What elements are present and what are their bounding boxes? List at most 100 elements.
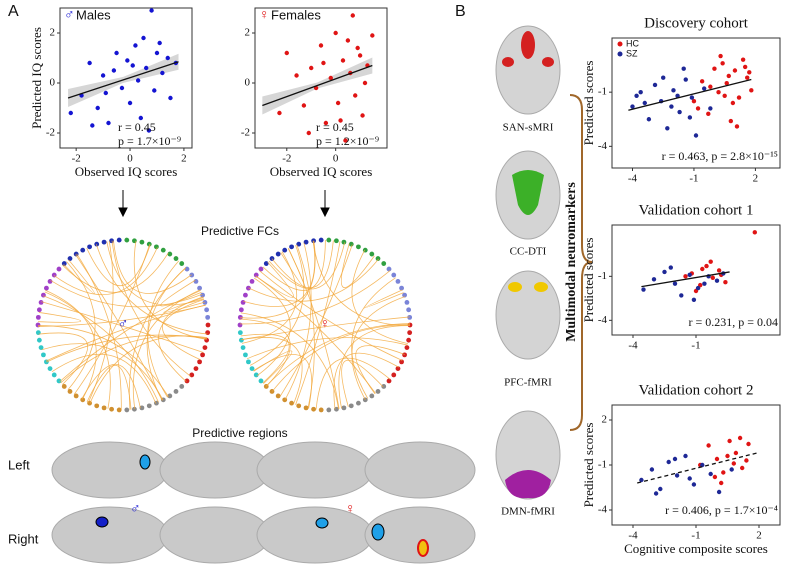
chord [355,345,405,395]
point [306,130,311,136]
bracket-label: Multimodal neuromarkers [564,182,579,342]
chord [271,324,411,392]
chord [351,296,406,400]
point [706,111,711,117]
chart-title: Females [271,7,321,22]
point [370,33,375,38]
chord [132,289,201,410]
node [124,237,130,243]
hemisphere-label: Left [8,457,30,472]
panel-label: B [455,3,466,20]
x-axis-label: Observed IQ scores [75,164,178,179]
node [205,314,211,320]
chart-title: Discovery cohort [644,15,749,31]
chord [37,325,169,397]
sex-symbol: ♂ [130,502,141,517]
chord [113,240,192,294]
point [691,297,697,302]
point [100,73,106,78]
point [671,88,676,93]
fc-title: Predictive FCs [201,224,279,238]
node [275,393,281,399]
point [672,456,678,462]
sex-symbol: ♀ [345,502,356,517]
y-tick-label: -1 [598,270,607,282]
node [146,403,152,409]
node [101,239,107,245]
point [689,95,695,100]
point [87,60,92,66]
legend-label: SZ [626,48,638,58]
y-tick-label: -2 [241,127,250,139]
chord [41,343,164,401]
chart-title: Males [76,7,111,22]
y-tick-label: 0 [50,77,56,89]
node [289,244,294,250]
node [61,384,67,389]
point [704,263,709,269]
node [402,352,407,358]
trend-line [262,64,373,107]
node [193,366,199,371]
point [749,88,754,93]
node [395,279,401,284]
node [173,389,179,394]
chord [66,261,96,391]
node [303,405,309,411]
x-axis-label: Cognitive composite scores [624,541,768,556]
point [708,106,713,111]
point [328,75,333,81]
point [133,43,138,48]
brain-label: CC-DTI [510,246,547,258]
node [275,251,281,257]
point [734,124,740,129]
point [716,489,722,495]
point [68,110,73,116]
node [160,247,166,253]
point [149,8,154,13]
node [282,247,288,253]
chord [81,363,141,409]
node [179,384,185,389]
point [731,461,736,466]
node [348,241,354,247]
chord [133,240,207,340]
point [724,80,729,86]
point [668,265,673,270]
chord [38,312,81,323]
node [296,403,302,409]
node [311,406,316,412]
point [642,100,647,106]
point [634,93,639,98]
annotation: r = 0.45 [316,120,354,134]
node [326,237,332,243]
node [184,378,190,384]
sex-symbol: ♀ [320,317,331,332]
chord [363,289,404,309]
point [160,70,165,76]
point [732,68,738,73]
point [677,109,682,115]
point [674,473,680,478]
point [114,50,119,56]
node [240,345,246,351]
point [722,93,727,98]
x-tick-label: -4 [628,173,638,185]
node [402,292,407,298]
node [326,407,332,413]
node [205,330,211,336]
trend-line [67,61,179,99]
point [335,100,341,106]
point [699,79,705,84]
node [381,261,387,266]
point [745,75,750,80]
node [407,314,413,320]
point [740,57,746,62]
node [67,256,73,261]
chord [86,244,151,287]
chord [284,242,312,401]
point [284,50,289,56]
point [666,459,671,465]
node [139,405,145,411]
